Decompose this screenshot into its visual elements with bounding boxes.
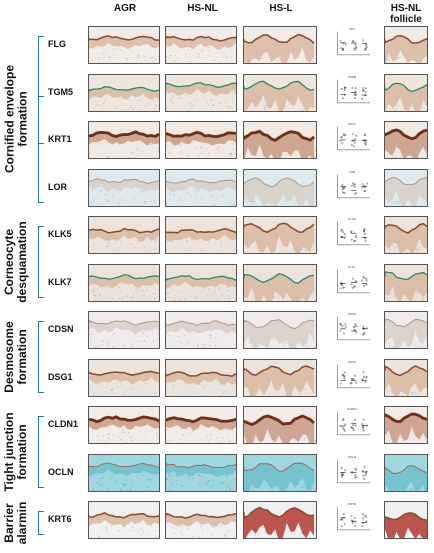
group-label-2: Desmosome formation bbox=[3, 316, 29, 398]
tissue-image-krt1-hs-l bbox=[243, 121, 317, 159]
group-label-1: Corneocyte desquamation bbox=[3, 221, 29, 303]
tissue-image-krt6-hs-nl bbox=[165, 501, 237, 539]
marker-label-cdsn: CDSN bbox=[48, 324, 74, 334]
plot-title: DSG1 bbox=[330, 360, 374, 364]
tissue-image-klk7-agr bbox=[88, 264, 160, 302]
plot-title: KRT6 bbox=[330, 502, 374, 506]
tissue-image-cldn1-agr bbox=[88, 406, 160, 444]
group-label-3: Tight junction formation bbox=[3, 411, 29, 493]
tissue-image-tgm5-agr bbox=[88, 74, 160, 112]
quantification-plot-dsg1: DSG1 bbox=[330, 361, 374, 395]
tissue-image-lor-hs-l bbox=[243, 169, 317, 207]
tissue-image-flg-hs-nl bbox=[165, 26, 237, 64]
group-label-4: Barrier alarmin bbox=[3, 493, 29, 553]
plot-title: KRT1 bbox=[330, 122, 374, 126]
plot-title: CLDN1 bbox=[330, 407, 374, 411]
follicle-image-lor bbox=[384, 169, 428, 207]
column-header-agr: AGR bbox=[100, 3, 150, 14]
tissue-image-cdsn-agr bbox=[88, 311, 160, 349]
follicle-image-cdsn bbox=[384, 311, 428, 349]
tissue-image-cldn1-hs-l bbox=[243, 406, 317, 444]
tissue-image-ocln-hs-l bbox=[243, 454, 317, 492]
group-bracket-1 bbox=[38, 226, 44, 298]
plot-title: CDSN bbox=[330, 312, 374, 316]
follicle-image-cldn1 bbox=[384, 406, 428, 444]
column-header-hs-nl: HS-NL bbox=[175, 3, 230, 14]
group-label-0: Cornified envelope formation bbox=[3, 31, 29, 208]
follicle-image-klk7 bbox=[384, 264, 428, 302]
follicle-image-dsg1 bbox=[384, 359, 428, 397]
tissue-image-dsg1-hs-nl bbox=[165, 359, 237, 397]
follicle-image-klk5 bbox=[384, 216, 428, 254]
tissue-image-cdsn-hs-nl bbox=[165, 311, 237, 349]
quantification-plot-ocln: OCLN bbox=[330, 456, 374, 490]
tissue-image-krt1-hs-nl bbox=[165, 121, 237, 159]
follicle-image-flg bbox=[384, 26, 428, 64]
bracket-tick bbox=[38, 143, 44, 144]
group-bracket-3 bbox=[38, 416, 44, 488]
tissue-image-klk5-hs-nl bbox=[165, 216, 237, 254]
quantification-plot-tgm5: TGM5 bbox=[330, 76, 374, 110]
tissue-image-ocln-agr bbox=[88, 454, 160, 492]
quantification-plot-klk7: KLK7 bbox=[330, 266, 374, 300]
quantification-plot-lor: LOR bbox=[330, 171, 374, 205]
marker-label-dsg1: DSG1 bbox=[48, 372, 73, 382]
marker-label-krt6: KRT6 bbox=[48, 514, 72, 524]
tissue-image-cldn1-hs-nl bbox=[165, 406, 237, 444]
plot-title: TGM5 bbox=[330, 75, 374, 79]
tissue-image-tgm5-hs-nl bbox=[165, 74, 237, 112]
quantification-plot-krt6: KRT6 bbox=[330, 503, 374, 537]
tissue-image-lor-hs-nl bbox=[165, 169, 237, 207]
tissue-image-klk7-hs-l bbox=[243, 264, 317, 302]
follicle-image-tgm5 bbox=[384, 74, 428, 112]
quantification-plot-klk5: KLK5 bbox=[330, 218, 374, 252]
marker-label-tgm5: TGM5 bbox=[48, 87, 73, 97]
quantification-plot-cldn1: CLDN1 bbox=[330, 408, 374, 442]
tissue-image-krt1-agr bbox=[88, 121, 160, 159]
marker-label-ocln: OCLN bbox=[48, 467, 74, 477]
group-bracket-4 bbox=[38, 511, 44, 535]
plot-title: FLG bbox=[330, 27, 374, 31]
group-bracket-0 bbox=[38, 36, 44, 203]
tissue-image-klk5-hs-l bbox=[243, 216, 317, 254]
marker-label-flg: FLG bbox=[48, 39, 66, 49]
tissue-image-flg-agr bbox=[88, 26, 160, 64]
plot-title: OCLN bbox=[330, 455, 374, 459]
marker-label-klk7: KLK7 bbox=[48, 277, 72, 287]
tissue-image-klk5-agr bbox=[88, 216, 160, 254]
marker-label-klk5: KLK5 bbox=[48, 229, 72, 239]
tissue-image-ocln-hs-nl bbox=[165, 454, 237, 492]
plot-title: LOR bbox=[330, 170, 374, 174]
follicle-image-krt1 bbox=[384, 121, 428, 159]
tissue-image-lor-agr bbox=[88, 169, 160, 207]
tissue-image-tgm5-hs-l bbox=[243, 74, 317, 112]
follicle-image-ocln bbox=[384, 454, 428, 492]
tissue-image-flg-hs-l bbox=[243, 26, 317, 64]
marker-label-krt1: KRT1 bbox=[48, 134, 72, 144]
bracket-tick bbox=[38, 96, 44, 97]
tissue-image-krt6-hs-l bbox=[243, 501, 317, 539]
column-header-hs-l: HS-L bbox=[260, 3, 302, 14]
tissue-image-klk7-hs-nl bbox=[165, 264, 237, 302]
marker-label-cldn1: CLDN1 bbox=[48, 419, 78, 429]
marker-label-lor: LOR bbox=[48, 182, 67, 192]
plot-title: KLK5 bbox=[330, 217, 374, 221]
quantification-plot-krt1: KRT1 bbox=[330, 123, 374, 157]
tissue-image-cdsn-hs-l bbox=[243, 311, 317, 349]
group-bracket-2 bbox=[38, 321, 44, 393]
tissue-image-krt6-agr bbox=[88, 501, 160, 539]
plot-title: KLK7 bbox=[330, 265, 374, 269]
follicle-image-krt6 bbox=[384, 501, 428, 539]
quantification-plot-flg: FLG bbox=[330, 28, 374, 62]
tissue-image-dsg1-agr bbox=[88, 359, 160, 397]
tissue-image-dsg1-hs-l bbox=[243, 359, 317, 397]
column-header-hs-nl-follicle: HS-NL follicle bbox=[378, 3, 434, 25]
quantification-plot-cdsn: CDSN bbox=[330, 313, 374, 347]
